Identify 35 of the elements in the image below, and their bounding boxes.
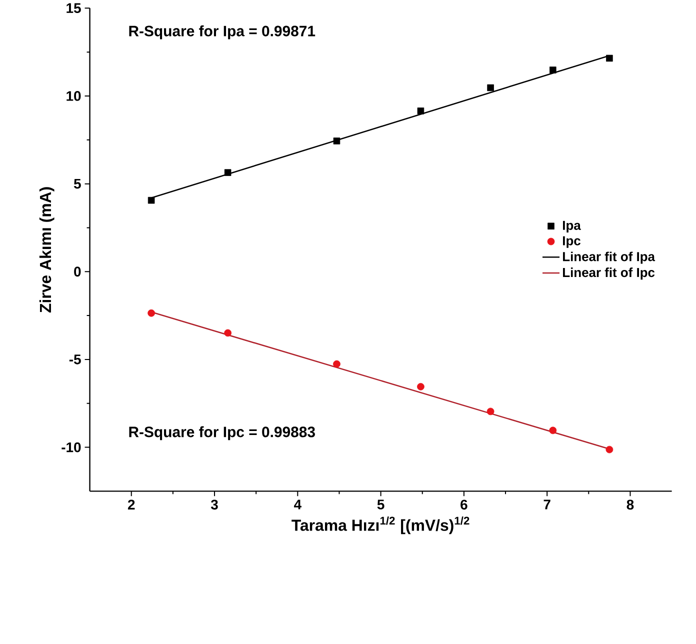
y-tick-label: 10: [66, 91, 81, 101]
x-tick-label: 3: [210, 500, 218, 510]
point: [224, 169, 232, 176]
point: [486, 408, 494, 416]
x-axis-title: Tarama Hızı$^{1/2}$ [(mV/s)$^{1/2}$: [292, 516, 470, 534]
annotation: R-Square for Ipc = 0.99883: [129, 426, 315, 440]
point: [606, 54, 613, 62]
y-tick-label: -5: [69, 354, 81, 364]
point: [333, 360, 340, 368]
y-tick-label: 5: [74, 178, 81, 189]
annotation: R-Square for Ipa = 0.99871: [129, 25, 316, 40]
legend-label: Linear fit of Ipa: [563, 252, 656, 264]
legend-label: Ipc: [563, 236, 580, 248]
point: [417, 108, 424, 114]
y-tick-label: 15: [66, 3, 81, 14]
point: [550, 66, 556, 74]
x-tick-label: 2: [128, 500, 135, 510]
y-tick-label: 0: [74, 266, 81, 277]
point: [333, 138, 340, 144]
point: [417, 382, 424, 390]
point: [549, 426, 557, 434]
x-tick-label: 8: [626, 500, 634, 510]
x-tick-label: 4: [294, 500, 302, 510]
x-tick-label: 6: [460, 500, 468, 510]
y-axis-title: Zirve Akımı (mA): [39, 187, 54, 313]
point: [487, 84, 494, 92]
legend-label: Linear fit of Ipc: [563, 268, 655, 280]
x-tick-label: 5: [377, 500, 384, 510]
point: [224, 329, 232, 337]
x-tick-label: 7: [544, 500, 550, 510]
y-tick-label: -10: [62, 442, 81, 452]
legend-label: Ipa: [563, 220, 581, 233]
point: [148, 196, 155, 204]
point: [606, 446, 614, 454]
point: [148, 309, 156, 317]
